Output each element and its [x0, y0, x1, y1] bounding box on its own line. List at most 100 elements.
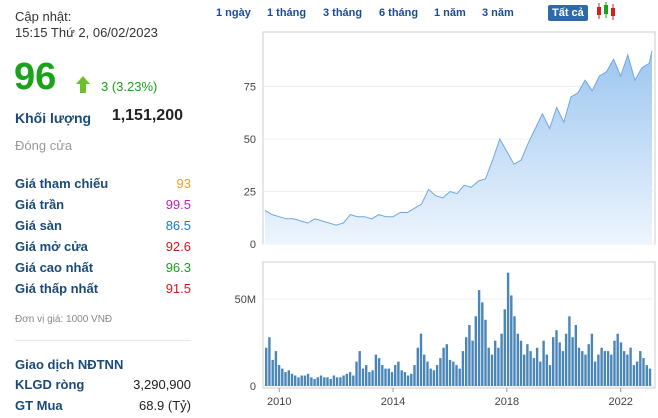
- volume-bar: [277, 365, 281, 386]
- price-y-tick-label: 75: [244, 82, 256, 94]
- volume-bar: [532, 358, 536, 386]
- volume-bar: [519, 340, 523, 386]
- tab-all[interactable]: Tất cả: [548, 5, 588, 21]
- volume-bar: [406, 375, 410, 386]
- stat-label: Giá tham chiếu: [15, 176, 109, 191]
- stat-row-reference: Giá tham chiếu 93: [15, 176, 191, 196]
- price-y-tick-label: 0: [250, 239, 256, 251]
- volume-bar: [626, 354, 629, 386]
- volume-y-tick-label: 0: [250, 381, 256, 393]
- x-tick-label: 2022: [608, 396, 632, 408]
- volume-bar: [639, 351, 642, 386]
- volume-bar: [635, 361, 639, 386]
- tab-1-year[interactable]: 1 năm: [434, 7, 466, 19]
- volume-bar: [468, 325, 471, 386]
- volume-bar: [587, 344, 590, 386]
- close-label: Đóng cửa: [15, 138, 73, 153]
- unit-note: Đơn vị giá: 1000 VNĐ: [15, 314, 113, 325]
- tab-3-months[interactable]: 3 tháng: [323, 7, 363, 19]
- volume-bar: [539, 361, 542, 386]
- volume-bar: [442, 347, 445, 386]
- volume-bar: [516, 333, 519, 386]
- tab-1-month[interactable]: 1 tháng: [267, 7, 307, 19]
- volume-bar: [316, 377, 319, 386]
- volume-bar: [329, 379, 332, 386]
- volume-value: 1,151,200: [111, 107, 183, 124]
- arrow-up-icon: [76, 76, 90, 93]
- volume-bar: [268, 337, 271, 386]
- volume-bar: [377, 358, 381, 386]
- price-volume-chart: 0 25 50 75 0 50M 2010 2014 2018 2022: [235, 31, 656, 408]
- volume-bar: [426, 361, 429, 386]
- candlestick-icon[interactable]: [595, 2, 621, 20]
- volume-bar: [303, 375, 307, 386]
- volume-bar: [387, 368, 390, 386]
- volume-bar: [300, 375, 303, 386]
- volume-bar: [564, 333, 568, 386]
- stat-label: Giá mở cửa: [15, 239, 88, 254]
- volume-bar: [593, 361, 597, 386]
- volume-bar: [523, 354, 526, 386]
- range-tabs: 1 ngày 1 tháng 3 tháng 6 tháng 1 năm 3 n…: [205, 0, 658, 26]
- volume-bar: [548, 365, 552, 386]
- volume-bar: [348, 372, 352, 386]
- volume-bar: [319, 375, 323, 386]
- x-tick-label: 2018: [495, 396, 519, 408]
- quote-panel: Cập nhật: 15:15 Thứ 2, 06/02/2023 96 3 (…: [0, 0, 205, 418]
- volume-bar: [358, 351, 361, 386]
- volume-bar: [400, 370, 403, 386]
- stat-value: 92.6: [165, 239, 191, 254]
- stat-row-ceiling: Giá trần 99.5: [15, 197, 191, 217]
- volume-bar: [597, 354, 600, 386]
- divider: [15, 340, 191, 341]
- tab-1-day[interactable]: 1 ngày: [216, 7, 251, 19]
- foreign-value: 68.9 (Tỷ): [138, 398, 191, 413]
- volume-bar: [439, 358, 442, 386]
- volume-bar: [287, 370, 290, 386]
- tab-3-years[interactable]: 3 năm: [482, 7, 514, 19]
- volume-bar: [526, 344, 529, 386]
- volume-bar: [629, 347, 632, 386]
- volume-bar: [294, 375, 297, 386]
- volume-bar: [610, 354, 613, 386]
- volume-bar: [284, 372, 287, 386]
- volume-bar: [568, 316, 571, 386]
- foreign-row-buy-value: GT Mua 68.9 (Tỷ): [15, 398, 191, 416]
- volume-y-tick-label: 50M: [235, 294, 256, 306]
- volume-bar: [429, 368, 432, 386]
- volume-bar: [487, 347, 490, 386]
- volume-bar: [648, 368, 652, 386]
- volume-bar: [581, 351, 584, 386]
- price-area: [265, 50, 652, 244]
- volume-bar: [574, 325, 577, 386]
- volume-bar: [455, 365, 458, 386]
- volume-bar: [313, 379, 316, 386]
- stat-value: 91.5: [165, 281, 191, 296]
- volume-bar: [497, 347, 500, 386]
- update-time: 15:15 Thứ 2, 06/02/2023: [15, 25, 158, 40]
- volume-bar: [632, 365, 636, 386]
- volume-bar: [623, 351, 626, 386]
- volume-bar: [361, 368, 365, 386]
- volume-bar: [445, 344, 448, 386]
- volume-bar: [642, 358, 645, 386]
- volume-bar: [416, 347, 419, 386]
- volume-bar: [435, 365, 439, 386]
- volume-bar: [529, 351, 532, 386]
- x-tick-label: 2014: [381, 396, 405, 408]
- volume-bar: [390, 372, 394, 386]
- volume-bar: [374, 354, 378, 386]
- volume-bar: [365, 365, 368, 386]
- chart-panel: 1 ngày 1 tháng 3 tháng 6 tháng 1 năm 3 n…: [205, 0, 658, 418]
- volume-bar: [290, 373, 294, 386]
- tab-6-months[interactable]: 6 tháng: [379, 7, 419, 19]
- x-tick-label: 2010: [267, 396, 291, 408]
- foreign-value: 3,290,900: [133, 377, 191, 392]
- volume-bar: [339, 377, 342, 386]
- volume-bar: [371, 370, 374, 386]
- foreign-label: KLGD ròng: [15, 377, 85, 392]
- price-y-tick-label: 50: [244, 134, 256, 146]
- volume-bar: [555, 330, 558, 386]
- volume-bar: [323, 377, 326, 386]
- volume-bar: [500, 333, 503, 386]
